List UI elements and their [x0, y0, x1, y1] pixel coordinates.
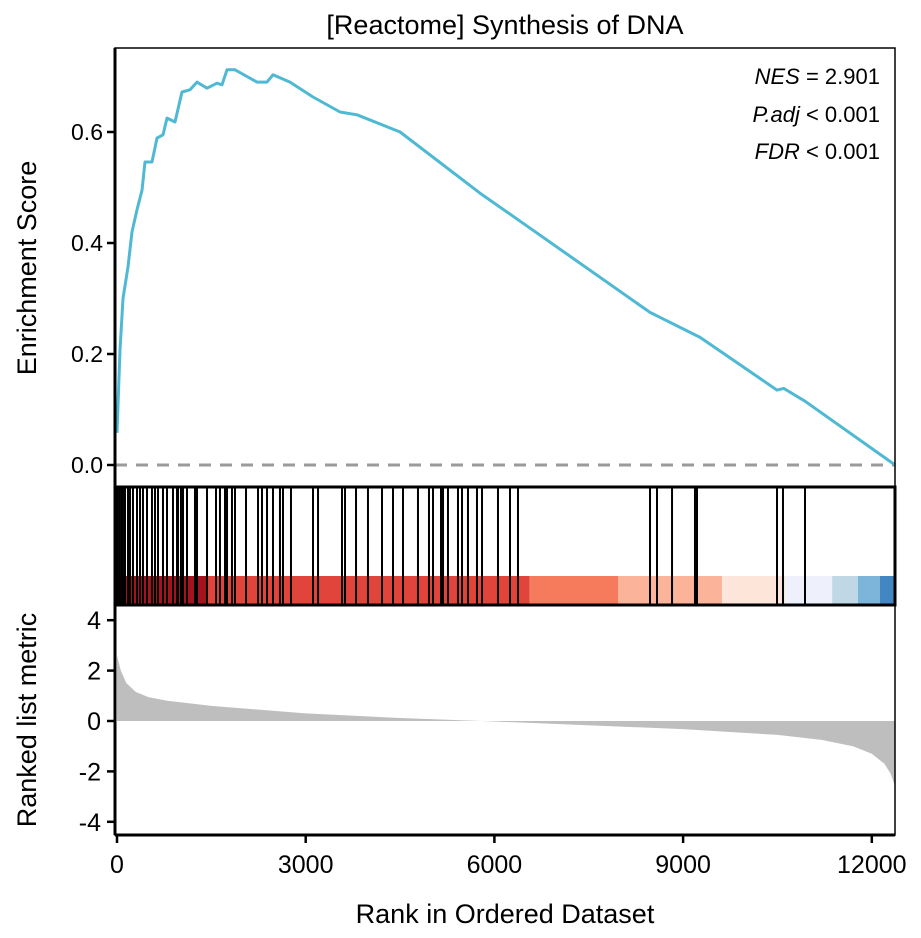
stat-nes: NES = 2.901	[755, 64, 880, 89]
y-tick-label-top: 0.2	[71, 341, 103, 367]
y-tick-label-top: 0.6	[71, 119, 103, 145]
chart-title: [Reactome] Synthesis of DNA	[326, 10, 683, 40]
x-tick-label: 12000	[837, 851, 907, 879]
color-band-segment	[879, 576, 896, 605]
y-tick-label-top: 0.0	[71, 452, 103, 478]
ranked-metric-area	[117, 655, 896, 787]
y-tick-label-bottom: -4	[79, 809, 101, 837]
hits-panel	[113, 485, 897, 607]
y-tick-label-bottom: 0	[87, 708, 101, 736]
x-tick-label: 3000	[278, 851, 334, 879]
color-band-segment	[529, 576, 619, 605]
enrichment-panel: 0.0 0.2 0.4 0.6	[71, 47, 896, 488]
x-axis-label: Rank in Ordered Dataset	[356, 899, 655, 929]
y-tick-label-bottom: 4	[87, 607, 101, 635]
x-tick-label: 0	[110, 851, 124, 879]
color-band-segment	[784, 576, 833, 605]
color-band-segment	[857, 576, 880, 605]
x-tick-label: 6000	[467, 851, 523, 879]
y-axis-label-bottom: Ranked list metric	[12, 613, 42, 828]
stat-padj: P.adj < 0.001	[753, 102, 880, 127]
enrichment-score-line	[115, 68, 896, 467]
x-tick-label: 9000	[655, 851, 711, 879]
y-tick-label-bottom: -2	[79, 758, 101, 786]
y-axis-label-top: Enrichment Score	[12, 161, 42, 376]
color-band-segment	[722, 576, 785, 605]
y-tick-label-top: 0.4	[71, 230, 103, 256]
y-tick-label-bottom: 2	[87, 658, 101, 686]
stat-fdr: FDR < 0.001	[755, 139, 880, 164]
ranked-metric-panel: 4 2 0 -2 -4 0 3000 6000 9000 12000	[79, 604, 907, 879]
color-band-segment	[618, 576, 723, 605]
color-band-segment	[832, 576, 858, 605]
